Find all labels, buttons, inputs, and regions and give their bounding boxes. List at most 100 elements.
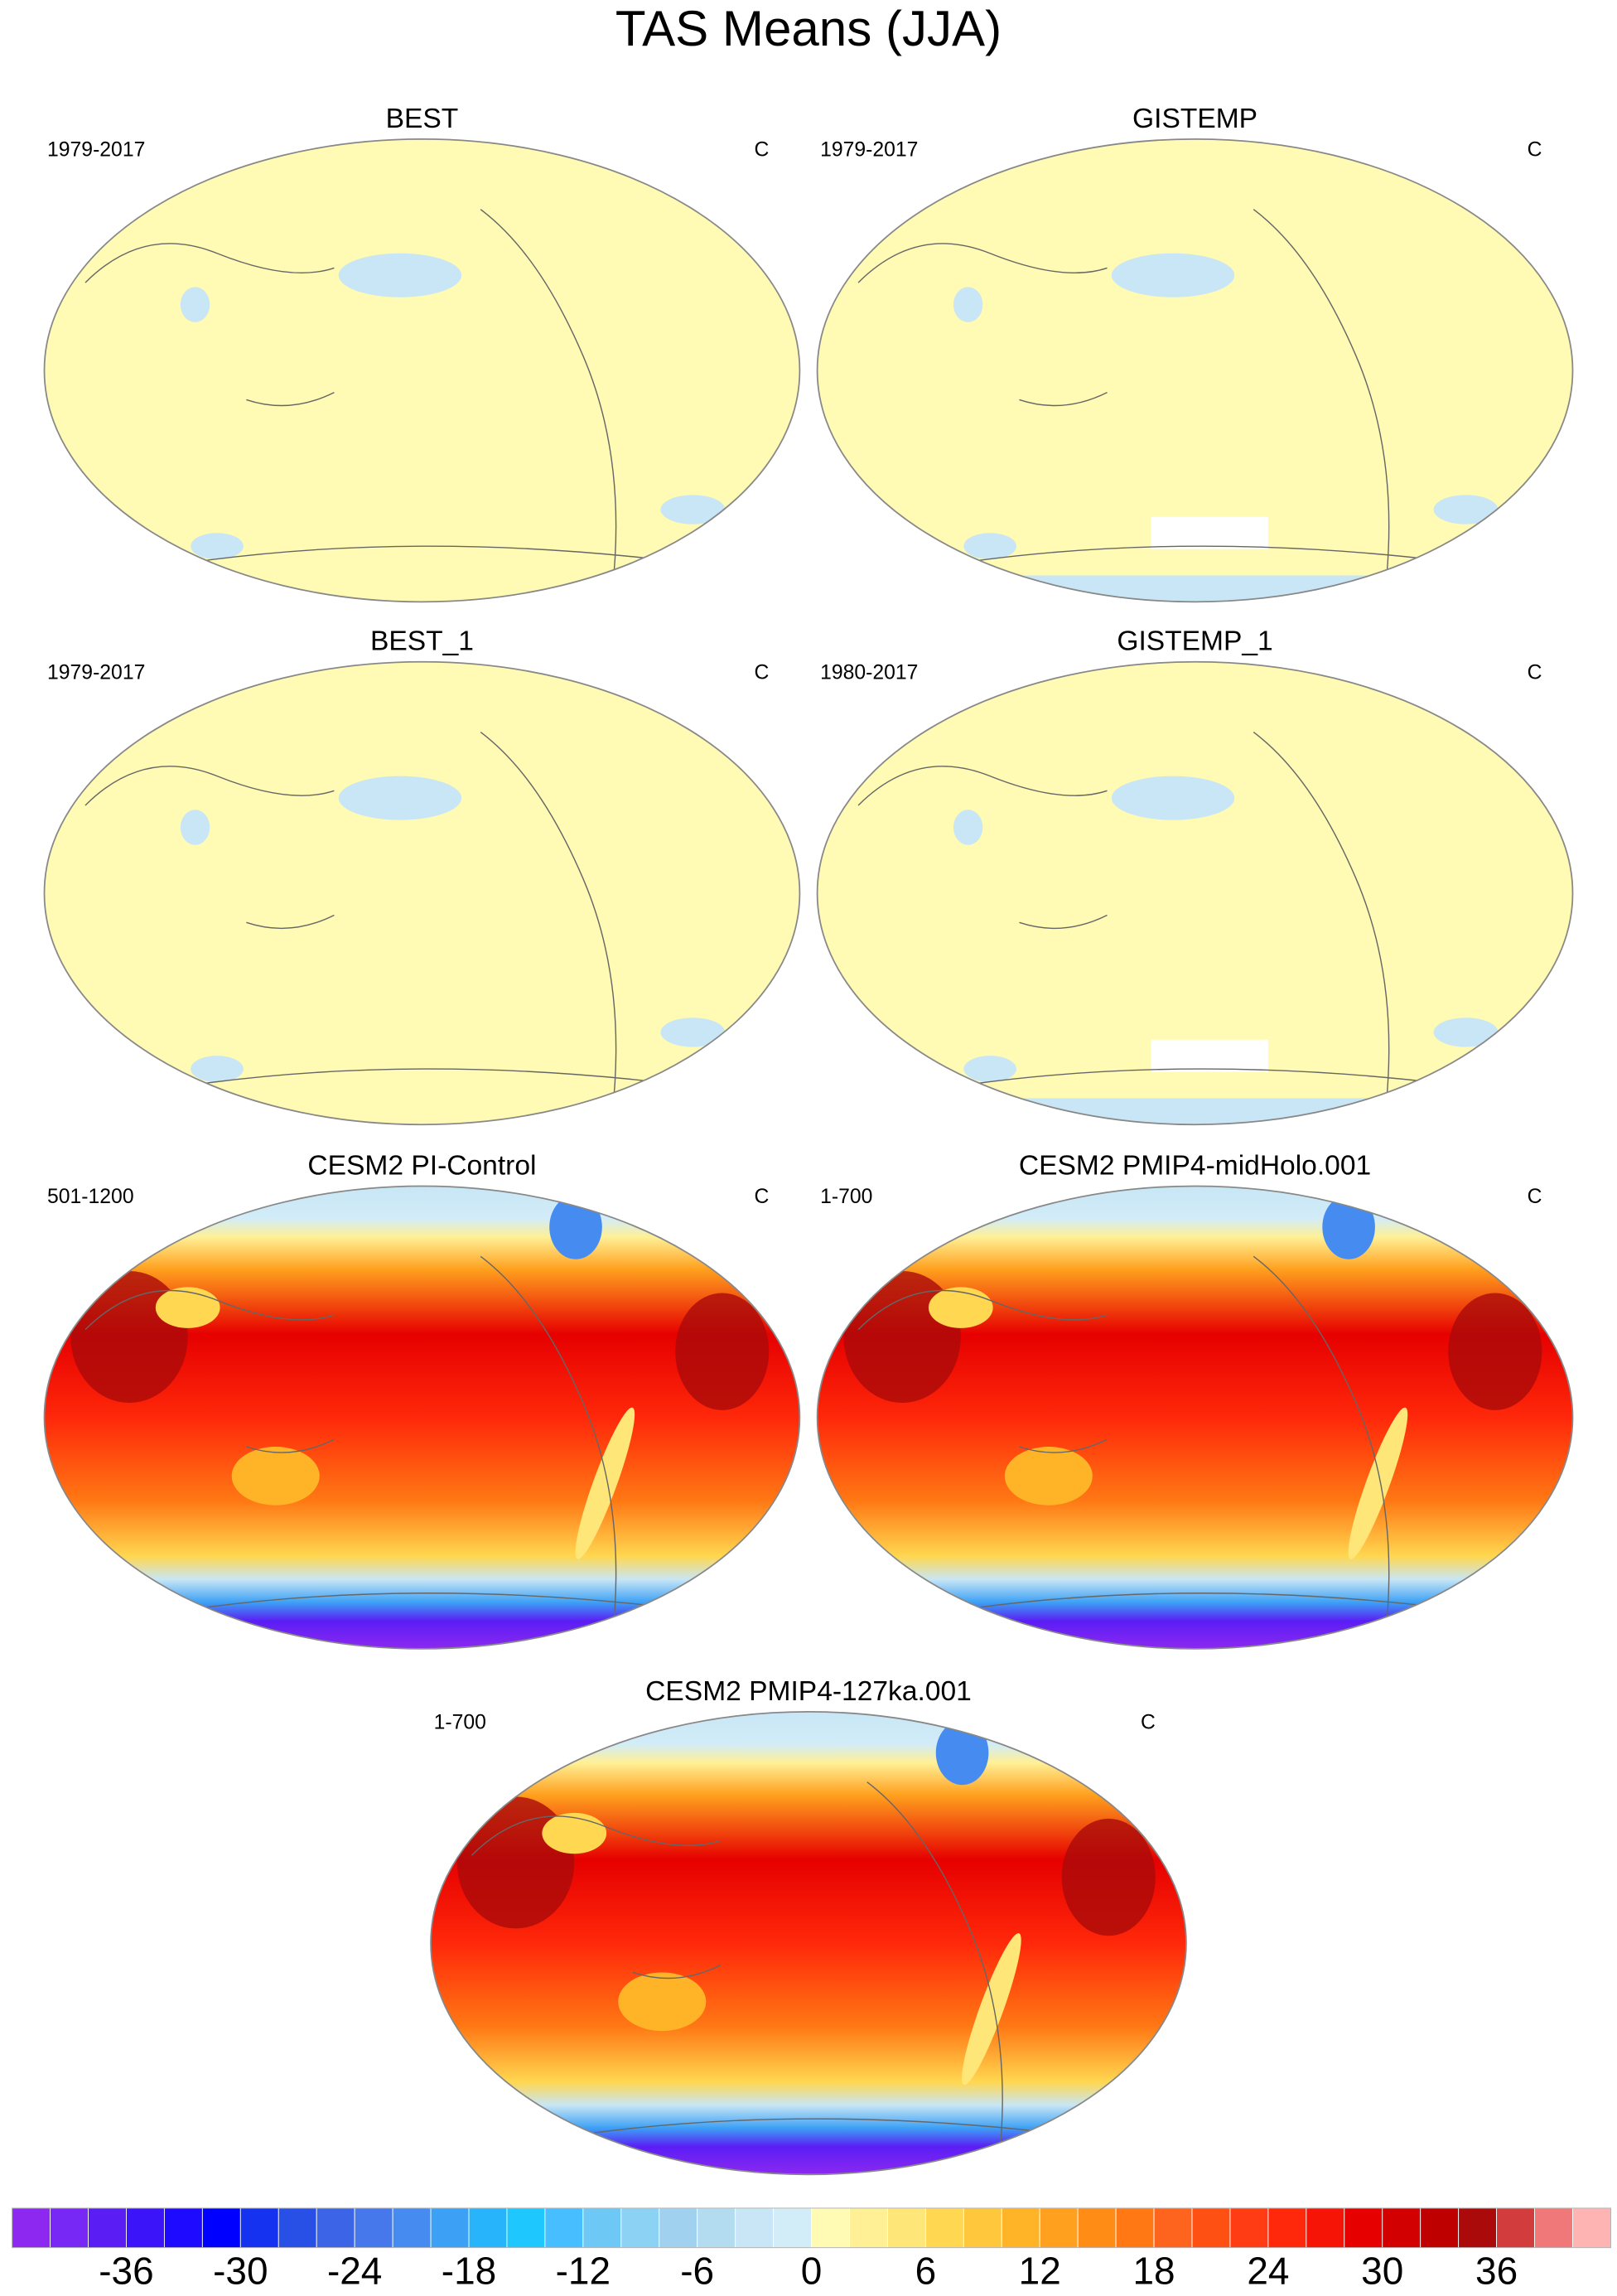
colorbar-frame xyxy=(12,2207,1611,2249)
desert xyxy=(928,1287,993,1328)
greenland xyxy=(549,1195,602,1259)
cool-region xyxy=(953,287,983,322)
colorbar-box xyxy=(126,2207,165,2249)
map-outline xyxy=(816,660,1574,1126)
map-field xyxy=(817,661,1573,1125)
colorbar-box xyxy=(849,2207,888,2249)
cool-region xyxy=(180,810,210,845)
cool-region xyxy=(1111,776,1235,820)
panel-units: C xyxy=(1528,1186,1542,1208)
colorbar-box xyxy=(963,2207,1002,2249)
andes xyxy=(962,1933,1021,2086)
colorbar-box xyxy=(1572,2207,1611,2249)
coastline xyxy=(471,1781,1058,2163)
cool-region xyxy=(1433,495,1499,524)
colorbar-box xyxy=(201,2207,241,2249)
map-field xyxy=(431,1711,1186,2175)
map-features xyxy=(843,1195,1542,1559)
panel-units: C xyxy=(755,1186,770,1208)
panel-title: GISTEMP xyxy=(1132,104,1257,134)
colorbar-tick-label: -12 xyxy=(556,2250,611,2293)
coastline xyxy=(84,1255,671,1637)
colorbar-box xyxy=(1153,2207,1193,2249)
cool-region xyxy=(1433,1017,1499,1047)
colorbar-tick-label: -6 xyxy=(680,2250,714,2293)
panel-title: CESM2 PI-Control xyxy=(307,1150,536,1181)
coastline xyxy=(84,209,671,591)
map-features xyxy=(180,253,726,560)
colorbar-box xyxy=(1077,2207,1117,2249)
cool-region xyxy=(660,495,726,524)
colorbar-box xyxy=(316,2207,355,2249)
colorbar-tick-label: -24 xyxy=(327,2250,382,2293)
coastline xyxy=(857,209,1445,591)
colorbar-box xyxy=(50,2207,89,2249)
coastline xyxy=(857,1255,1445,1637)
map-panel: BEST 1979-2017 C xyxy=(43,104,801,603)
colorbar-box xyxy=(468,2207,508,2249)
cool-region xyxy=(660,1017,726,1047)
colorbar-box xyxy=(392,2207,432,2249)
panel-title: BEST_1 xyxy=(370,626,474,657)
panel-period: 1-700 xyxy=(820,1186,872,1208)
colorbar-box xyxy=(1229,2207,1269,2249)
greenland xyxy=(935,1720,989,1786)
panel-period: 1979-2017 xyxy=(47,139,145,162)
map-field xyxy=(44,138,800,602)
colorbar: -36 -30 -24 -18 -12 -6 0 6 12 18 24 30 36 xyxy=(12,2207,1611,2293)
hot-region xyxy=(1061,1818,1156,1936)
figure-title: TAS Means (JJA) xyxy=(615,1,1002,56)
map-panel: GISTEMP 1979-2017 C xyxy=(816,104,1574,603)
colorbar-box xyxy=(1115,2207,1155,2249)
missing-data xyxy=(1151,1039,1268,1072)
colorbar-box xyxy=(582,2207,622,2249)
map-features xyxy=(456,1720,1156,2086)
colorbar-tick-label: -18 xyxy=(442,2250,496,2293)
australia xyxy=(231,1447,320,1506)
map-field xyxy=(817,138,1573,602)
colorbar-box xyxy=(1344,2207,1383,2249)
map-outline xyxy=(43,1185,801,1650)
colorbar-box xyxy=(88,2207,127,2249)
map-panel: CESM2 PI-Control 501-1200 C xyxy=(43,1150,801,1650)
andes xyxy=(575,1407,635,1559)
colorbar-box xyxy=(1306,2207,1345,2249)
map-field xyxy=(44,1186,800,1649)
panel-title: CESM2 PMIP4-midHolo.001 xyxy=(1019,1150,1371,1181)
panel-period: 501-1200 xyxy=(47,1186,134,1208)
panel-period: 1979-2017 xyxy=(820,139,918,162)
cool-region xyxy=(338,253,462,297)
colorbar-tick-label: 18 xyxy=(1133,2250,1175,2293)
cool-region xyxy=(191,533,244,560)
colorbar-box xyxy=(924,2207,964,2249)
map-outline xyxy=(816,1185,1574,1650)
australia xyxy=(1004,1447,1093,1506)
map-outline xyxy=(430,1710,1187,2176)
colorbar-box xyxy=(1267,2207,1307,2249)
panel-units: C xyxy=(1141,1712,1156,1734)
colorbar-box xyxy=(12,2207,51,2249)
colorbar-box xyxy=(1496,2207,1535,2249)
colorbar-box xyxy=(620,2207,660,2249)
panel-period: 1-700 xyxy=(434,1712,486,1734)
colorbar-box xyxy=(886,2207,926,2249)
colorbar-tick-label: 24 xyxy=(1247,2250,1289,2293)
cool-region xyxy=(953,810,983,845)
map-features xyxy=(180,776,726,1082)
colorbar-box xyxy=(1420,2207,1460,2249)
colorbar-box xyxy=(278,2207,317,2249)
map-outline xyxy=(816,138,1574,603)
coastline xyxy=(84,732,671,1114)
cool-region xyxy=(338,776,462,820)
hot-region xyxy=(675,1293,770,1410)
cool-region xyxy=(191,1056,244,1082)
colorbar-box xyxy=(659,2207,698,2249)
cool-region xyxy=(180,287,210,322)
colorbar-box xyxy=(735,2207,775,2249)
map-field xyxy=(817,1186,1573,1649)
colorbar-box xyxy=(773,2207,812,2249)
colorbar-tick-label: 36 xyxy=(1475,2250,1518,2293)
colorbar-box xyxy=(1534,2207,1573,2249)
colorbar-box xyxy=(430,2207,470,2249)
colorbar-box xyxy=(1382,2207,1422,2249)
